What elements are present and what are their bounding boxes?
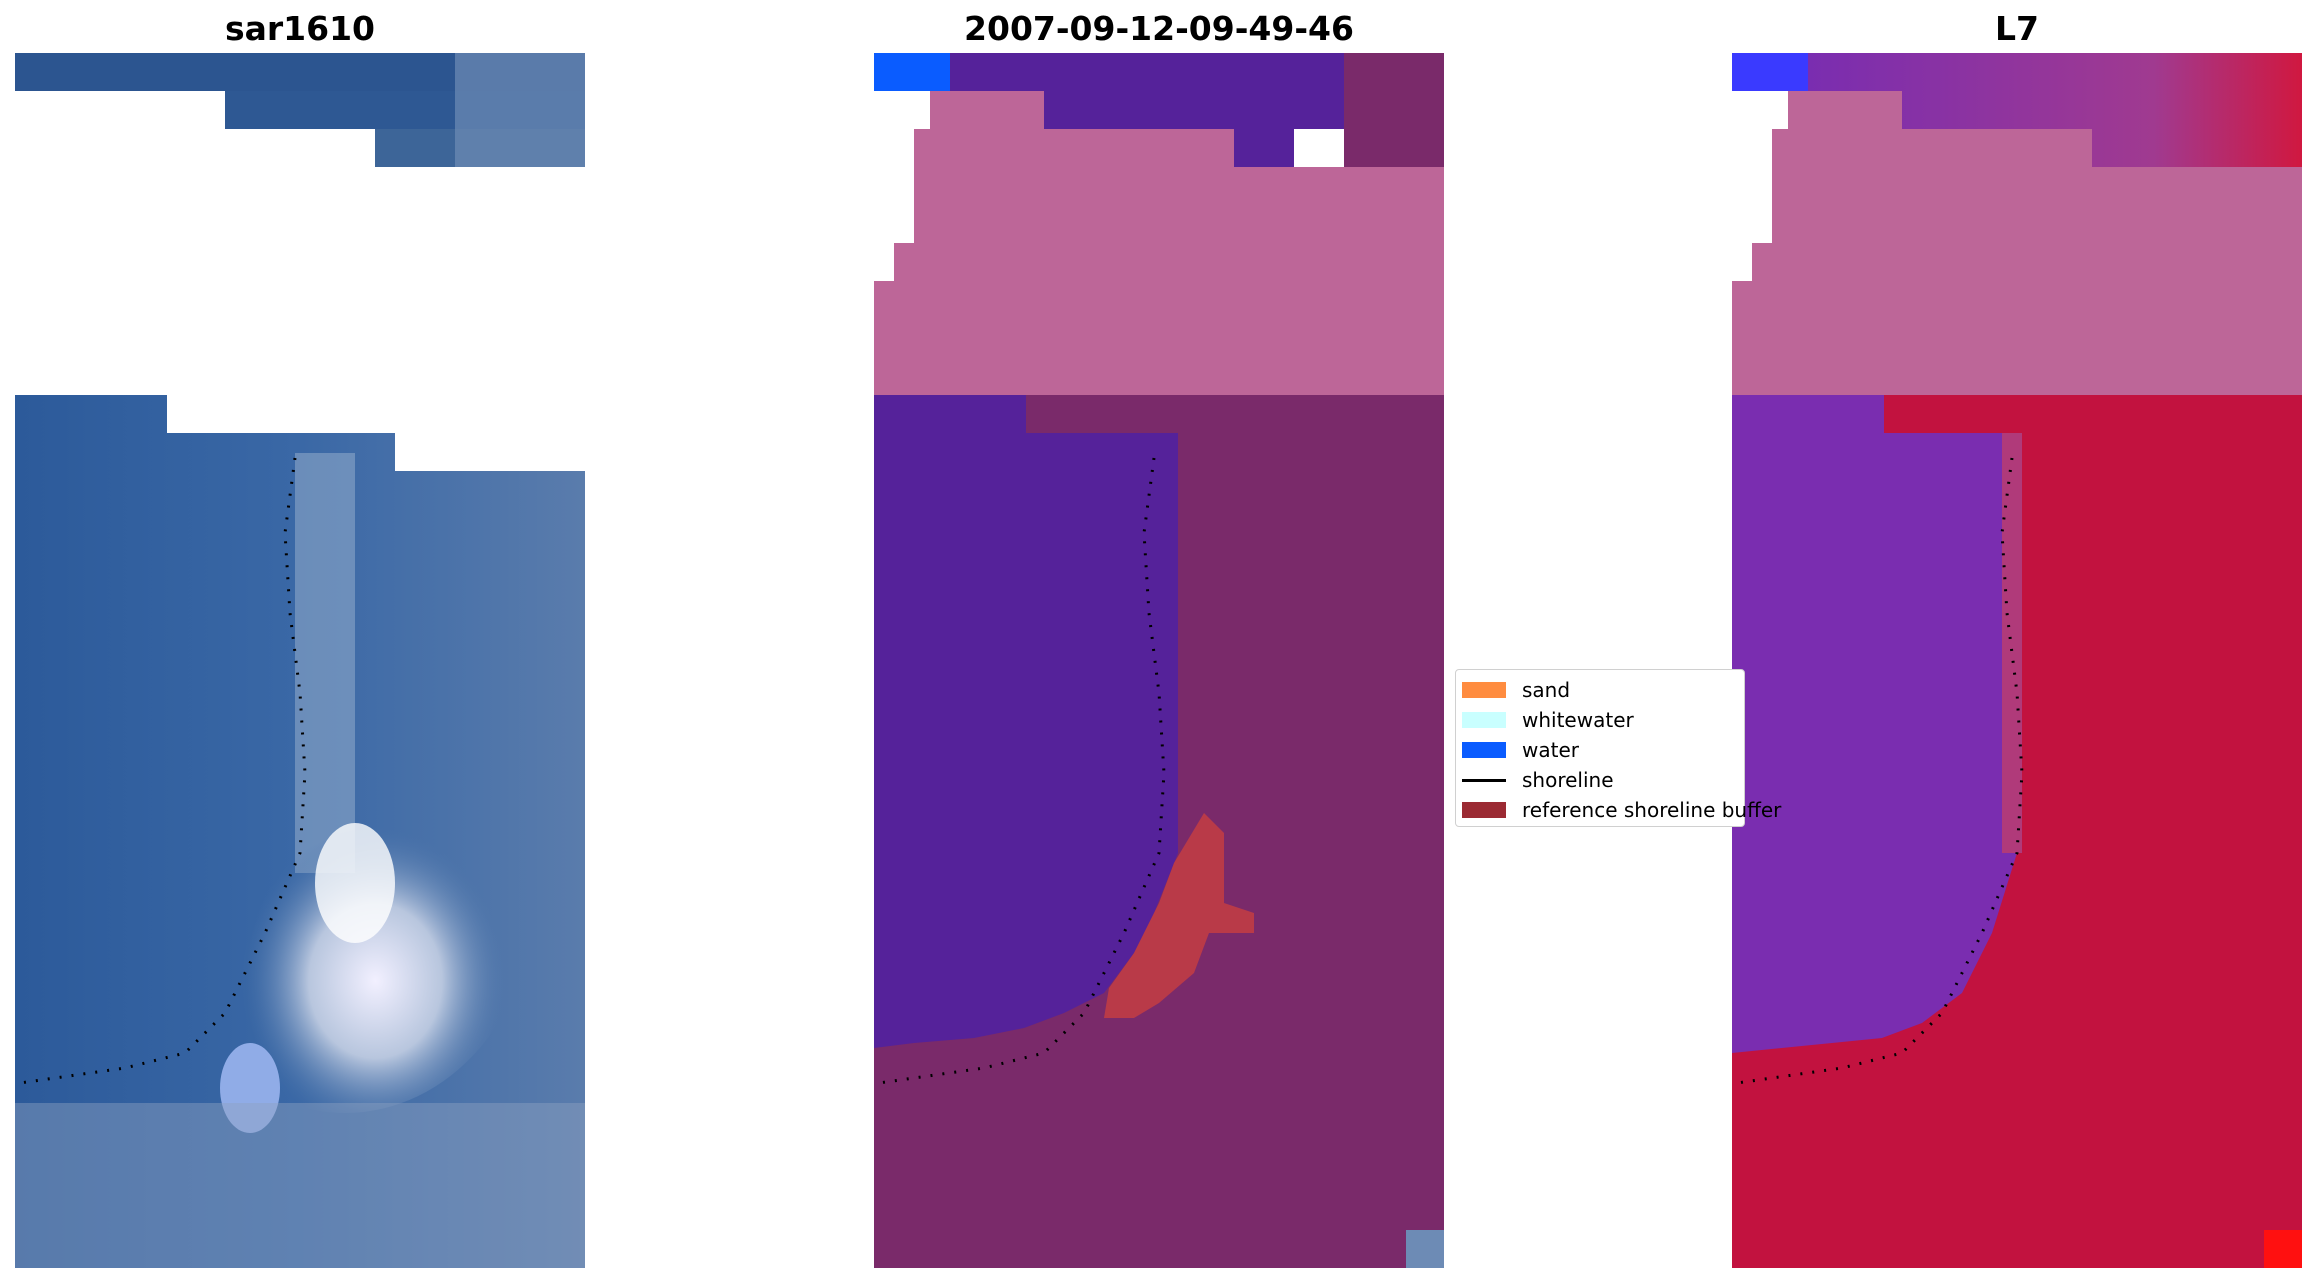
legend-swatch-water xyxy=(1462,742,1506,758)
legend-swatch-sand xyxy=(1462,682,1506,698)
index-corner xyxy=(2264,1230,2302,1268)
rgb-light-patch xyxy=(220,1043,280,1133)
index-water xyxy=(1732,395,2017,1053)
index-top-water xyxy=(1732,53,1808,91)
rgb-top-strip xyxy=(455,53,585,167)
legend-item-whitewater: whitewater xyxy=(1462,708,1634,732)
classified-top-band xyxy=(1344,53,1444,167)
legend-item-sand: sand xyxy=(1462,678,1570,702)
legend-label: sand xyxy=(1522,678,1571,702)
classified-top-band xyxy=(1044,91,1364,129)
rgb-bright-patch xyxy=(315,823,395,943)
legend-item-shoreline: shoreline xyxy=(1462,768,1614,792)
classified-overlay xyxy=(874,91,1444,471)
index-spit xyxy=(2002,433,2022,853)
panel-title-index: L7 xyxy=(1995,9,2039,48)
legend-label: water xyxy=(1522,738,1579,762)
legend-label: reference shoreline buffer xyxy=(1522,798,1782,822)
legend-swatch-reference-buffer xyxy=(1462,802,1506,818)
index-overlay xyxy=(1732,91,2302,471)
classified-top-water xyxy=(874,53,950,91)
rgb-image-panel xyxy=(15,53,585,1268)
legend-item-reference-shoreline-buffer: reference shoreline buffer xyxy=(1462,798,1781,822)
classified-water xyxy=(874,395,1178,1048)
legend-label: whitewater xyxy=(1522,708,1634,732)
panel-title-classified: 2007-09-12-09-49-46 xyxy=(964,9,1354,48)
rgb-lower-texture xyxy=(15,1103,585,1268)
classified-top-band xyxy=(1234,129,1294,167)
legend-label: shoreline xyxy=(1522,768,1614,792)
legend-swatch-whitewater xyxy=(1462,712,1506,728)
legend-line-shoreline xyxy=(1462,778,1506,782)
classified-corner xyxy=(1406,1230,1444,1268)
classified-image-panel xyxy=(874,53,1444,1268)
legend: sand whitewater water shoreline referenc… xyxy=(1455,669,1781,827)
panel-title-rgb: sar1610 xyxy=(224,9,376,48)
classified-buffer xyxy=(1104,813,1254,1018)
index-image-panel xyxy=(1732,53,2302,1268)
legend-item-water: water xyxy=(1462,738,1579,762)
